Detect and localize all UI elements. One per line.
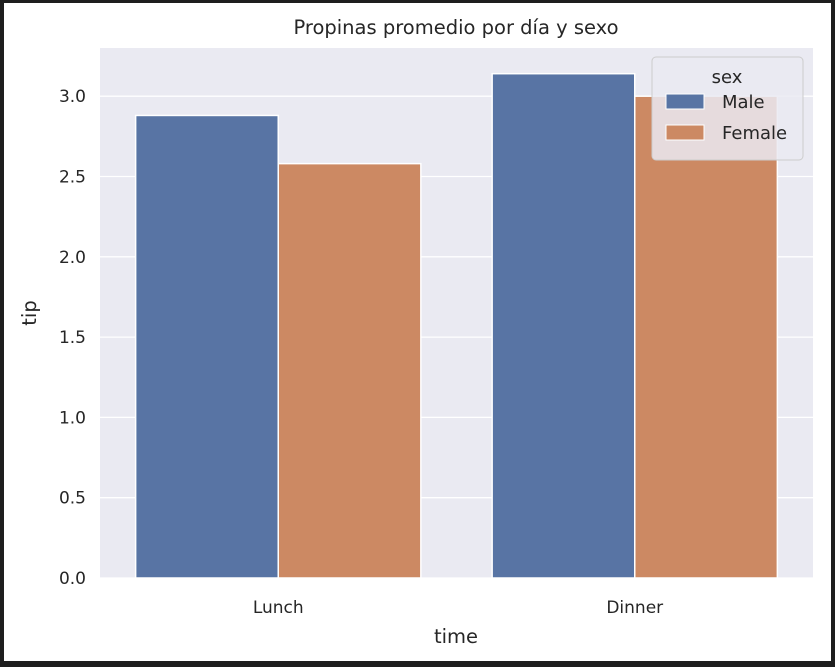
y-tick-label: 1.0 [59, 408, 86, 428]
legend-swatch-male [665, 93, 705, 110]
legend-swatch-female [665, 124, 705, 141]
x-tick-label: Lunch [253, 598, 304, 618]
bar-male-lunch [134, 114, 279, 579]
bar-chart: 0.0 0.5 1.0 1.5 2.0 2.5 3.0 Lunch Dinner Propin… [18, 16, 813, 648]
chart-figure: 0.0 0.5 1.0 1.5 2.0 2.5 3.0 Lunch Dinner Propin… [4, 3, 831, 661]
y-tick-label: 1.5 [59, 328, 86, 348]
legend-label-female: Female [722, 123, 787, 144]
chart-title: Propinas promedio por día y sexo [293, 16, 618, 39]
y-tick-label: 2.5 [59, 167, 86, 187]
bars [134, 72, 779, 579]
legend: sex Male Female [651, 56, 804, 161]
bar-female-dinner [634, 95, 779, 579]
y-axis-ticks: 0.0 0.5 1.0 1.5 2.0 2.5 3.0 [59, 87, 86, 589]
bar-female-lunch [277, 162, 422, 579]
x-axis-ticks: Lunch Dinner [253, 598, 663, 618]
y-tick-label: 0.0 [59, 569, 86, 589]
legend-title: sex [712, 67, 743, 88]
y-tick-label: 0.5 [59, 489, 86, 509]
y-tick-label: 2.0 [59, 248, 86, 268]
y-tick-label: 3.0 [59, 87, 86, 107]
legend-label-male: Male [722, 92, 765, 113]
x-tick-label: Dinner [606, 598, 663, 618]
x-axis-label: time [434, 625, 478, 648]
y-axis-label: tip [18, 300, 41, 325]
bar-male-dinner [491, 72, 636, 579]
